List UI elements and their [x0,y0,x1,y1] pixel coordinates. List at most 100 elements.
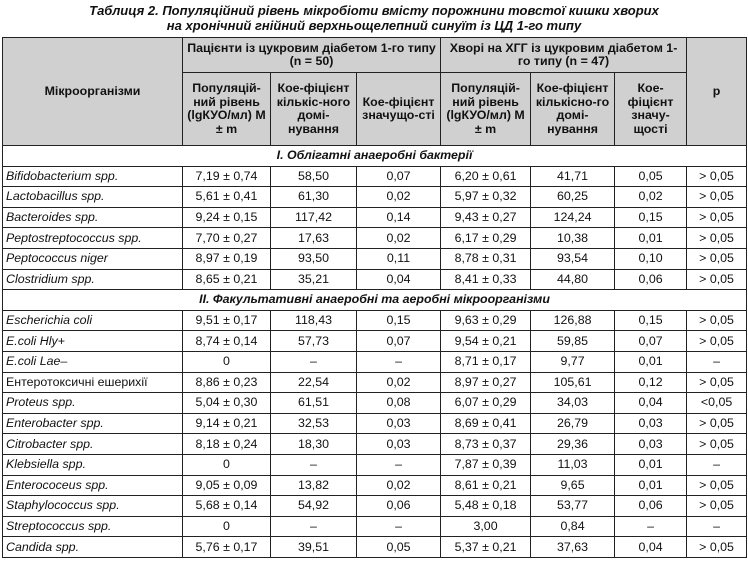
microorganism-name: Staphylococcus spp. [2,495,183,517]
table-row: Enterococeus spp. 9,05 ± 0,09 13,82 0,02 8,6… [2,474,748,497]
pop-level-group-1: 8,86 ± 0,23 [182,371,271,394]
dominance-group-1: – [270,515,357,538]
dominance-group-2: 0,84 [530,515,616,538]
microorganism-name: Peptococcus niger [2,247,183,270]
pop-level-group-1: 8,97 ± 0,19 [182,247,271,270]
significance-group-2: 0,02 [614,186,688,208]
dominance-group-1: 57,73 [270,330,357,352]
pop-level-group-1: 5,76 ± 0,17 [182,536,271,558]
pop-level-group-2: 6,20 ± 0,61 [440,165,532,188]
dominance-group-1: 117,42 [270,206,357,229]
significance-group-1: – [355,453,442,476]
p-value: <0,05 [686,392,748,414]
significance-group-2: – [614,515,688,538]
pop-level-group-2: 5,97 ± 0,32 [440,186,532,208]
microorganism-name: E.coli Hly+ [2,330,183,352]
significance-group-2: 0,10 [614,247,688,270]
dominance-group-2: 9,65 [530,474,616,497]
dominance-group-2: 44,80 [530,268,616,291]
dominance-group-2: 34,03 [530,392,616,414]
table-row: E.coli Lae– 0– –8,71 ± 0,17 9,77 0,01– [2,350,748,373]
significance-group-2: 0,01 [614,474,688,497]
table-row: Bifidobacterium spp. 7,19 ± 0,74 58,50 0,07… [2,165,748,188]
microorganism-name: Clostridium spp. [2,268,183,291]
microorganism-name: Ентеротоксичні ешерихії [2,371,183,394]
pop-level-group-1: 5,68 ± 0,14 [182,495,271,517]
dominance-group-1: – [270,350,357,373]
header-dominance-2: Кое-фіцієнт кількісно-го домі-нування [530,72,616,146]
microorganism-name: Klebsiella spp. [2,453,183,476]
significance-group-2: 0,12 [614,371,688,394]
dominance-group-1: 54,92 [270,495,357,517]
significance-group-1: 0,07 [355,165,442,188]
pop-level-group-2: 7,87 ± 0,39 [440,453,532,476]
significance-group-2: 0,01 [614,227,688,249]
header-group-2: Хворі на ХГГ із цукровим діабетом 1-го т… [440,37,688,73]
pop-level-group-2: 3,00 [440,515,532,538]
table-row: Escherichia coli 9,51 ± 0,17 118,43 0,15 9,6… [2,309,748,332]
dominance-group-2: 26,79 [530,412,616,435]
p-value: > 0,05 [686,227,748,249]
microorganism-name: E.coli Lae– [2,350,183,373]
pop-level-group-1: 8,18 ± 0,24 [182,433,271,455]
dominance-group-2: 53,77 [530,495,616,517]
p-value: > 0,05 [686,536,748,558]
significance-group-2: 0,15 [614,206,688,229]
pop-level-group-2: 9,43 ± 0,27 [440,206,532,229]
microorganism-name: Proteus spp. [2,392,183,414]
p-value: > 0,05 [686,412,748,435]
table-row: Lactobacillus spp. 5,61 ± 0,41 61,30 0,02 5,… [2,186,748,208]
table-row: Clostridium spp. 8,65 ± 0,21 35,21 0,04 8,41… [2,268,748,291]
significance-group-1: 0,15 [355,309,442,332]
dominance-group-2: 59,85 [530,330,616,352]
pop-level-group-2: 5,37 ± 0,21 [440,536,532,558]
p-value: > 0,05 [686,165,748,188]
dominance-group-2: 60,25 [530,186,616,208]
significance-group-1: 0,03 [355,412,442,435]
header-pop-level-2: Популяцій-ний рівень (lgКУО/мл) M ± m [440,72,532,146]
dominance-group-2: 105,61 [530,371,616,394]
dominance-group-2: 41,71 [530,165,616,188]
p-value: > 0,05 [686,206,748,229]
dominance-group-2: 37,63 [530,536,616,558]
microorganism-name: Enterobacter spp. [2,412,183,435]
p-value: > 0,05 [686,186,748,208]
dominance-group-1: 13,82 [270,474,357,497]
dominance-group-1: – [270,453,357,476]
pop-level-group-1: 9,05 ± 0,09 [182,474,271,497]
significance-group-2: 0,15 [614,309,688,332]
table-caption: Таблиця 2. Популяційний рівень мікробіот… [0,0,748,37]
pop-level-group-2: 8,61 ± 0,21 [440,474,532,497]
table-row: E.coli Hly+ 8,74 ± 0,14 57,73 0,07 9,54 ± 0,… [2,330,748,352]
table-row: Citrobacter spp. 8,18 ± 0,24 18,30 0,03 8,73… [2,433,748,455]
microorganism-name: Bacteroides spp. [2,206,183,229]
pop-level-group-2: 9,54 ± 0,21 [440,330,532,352]
pop-level-group-1: 9,24 ± 0,15 [182,206,271,229]
significance-group-1: 0,02 [355,227,442,249]
pop-level-group-2: 8,71 ± 0,17 [440,350,532,373]
pop-level-group-1: 5,04 ± 0,30 [182,392,271,414]
header-p: p [686,37,748,146]
table-row: Bacteroides spp. 9,24 ± 0,15 117,42 0,14 9,4… [2,206,748,229]
pop-level-group-2: 9,63 ± 0,29 [440,309,532,332]
significance-group-2: 0,03 [614,433,688,455]
header-significance-1: Кое-фіцієнт значущо-сті [355,72,442,146]
section-row: I. Облігатні анаеробні бактерії [1,145,748,167]
significance-group-2: 0,06 [614,495,688,517]
p-value: > 0,05 [686,371,748,394]
p-value: > 0,05 [686,474,748,497]
dominance-group-1: 35,21 [270,268,357,291]
pop-level-group-1: 0 [182,515,271,538]
significance-group-1: – [355,515,442,538]
table-row: Ентеротоксичні ешерихії 8,86 ± 0,23 22,54 0… [2,371,748,394]
pop-level-group-1: 8,74 ± 0,14 [182,330,271,352]
significance-group-1: 0,06 [355,495,442,517]
significance-group-1: 0,03 [355,433,442,455]
significance-group-2: 0,01 [614,453,688,476]
pop-level-group-2: 5,48 ± 0,18 [440,495,532,517]
pop-level-group-1: 5,61 ± 0,41 [182,186,271,208]
table-row: Proteus spp. 5,04 ± 0,30 61,51 0,08 6,07 ± 0… [2,392,748,414]
p-value: > 0,05 [686,495,748,517]
header-microorganisms: Мікроорганізми [2,37,183,146]
microorganism-name: Escherichia coli [2,309,183,332]
